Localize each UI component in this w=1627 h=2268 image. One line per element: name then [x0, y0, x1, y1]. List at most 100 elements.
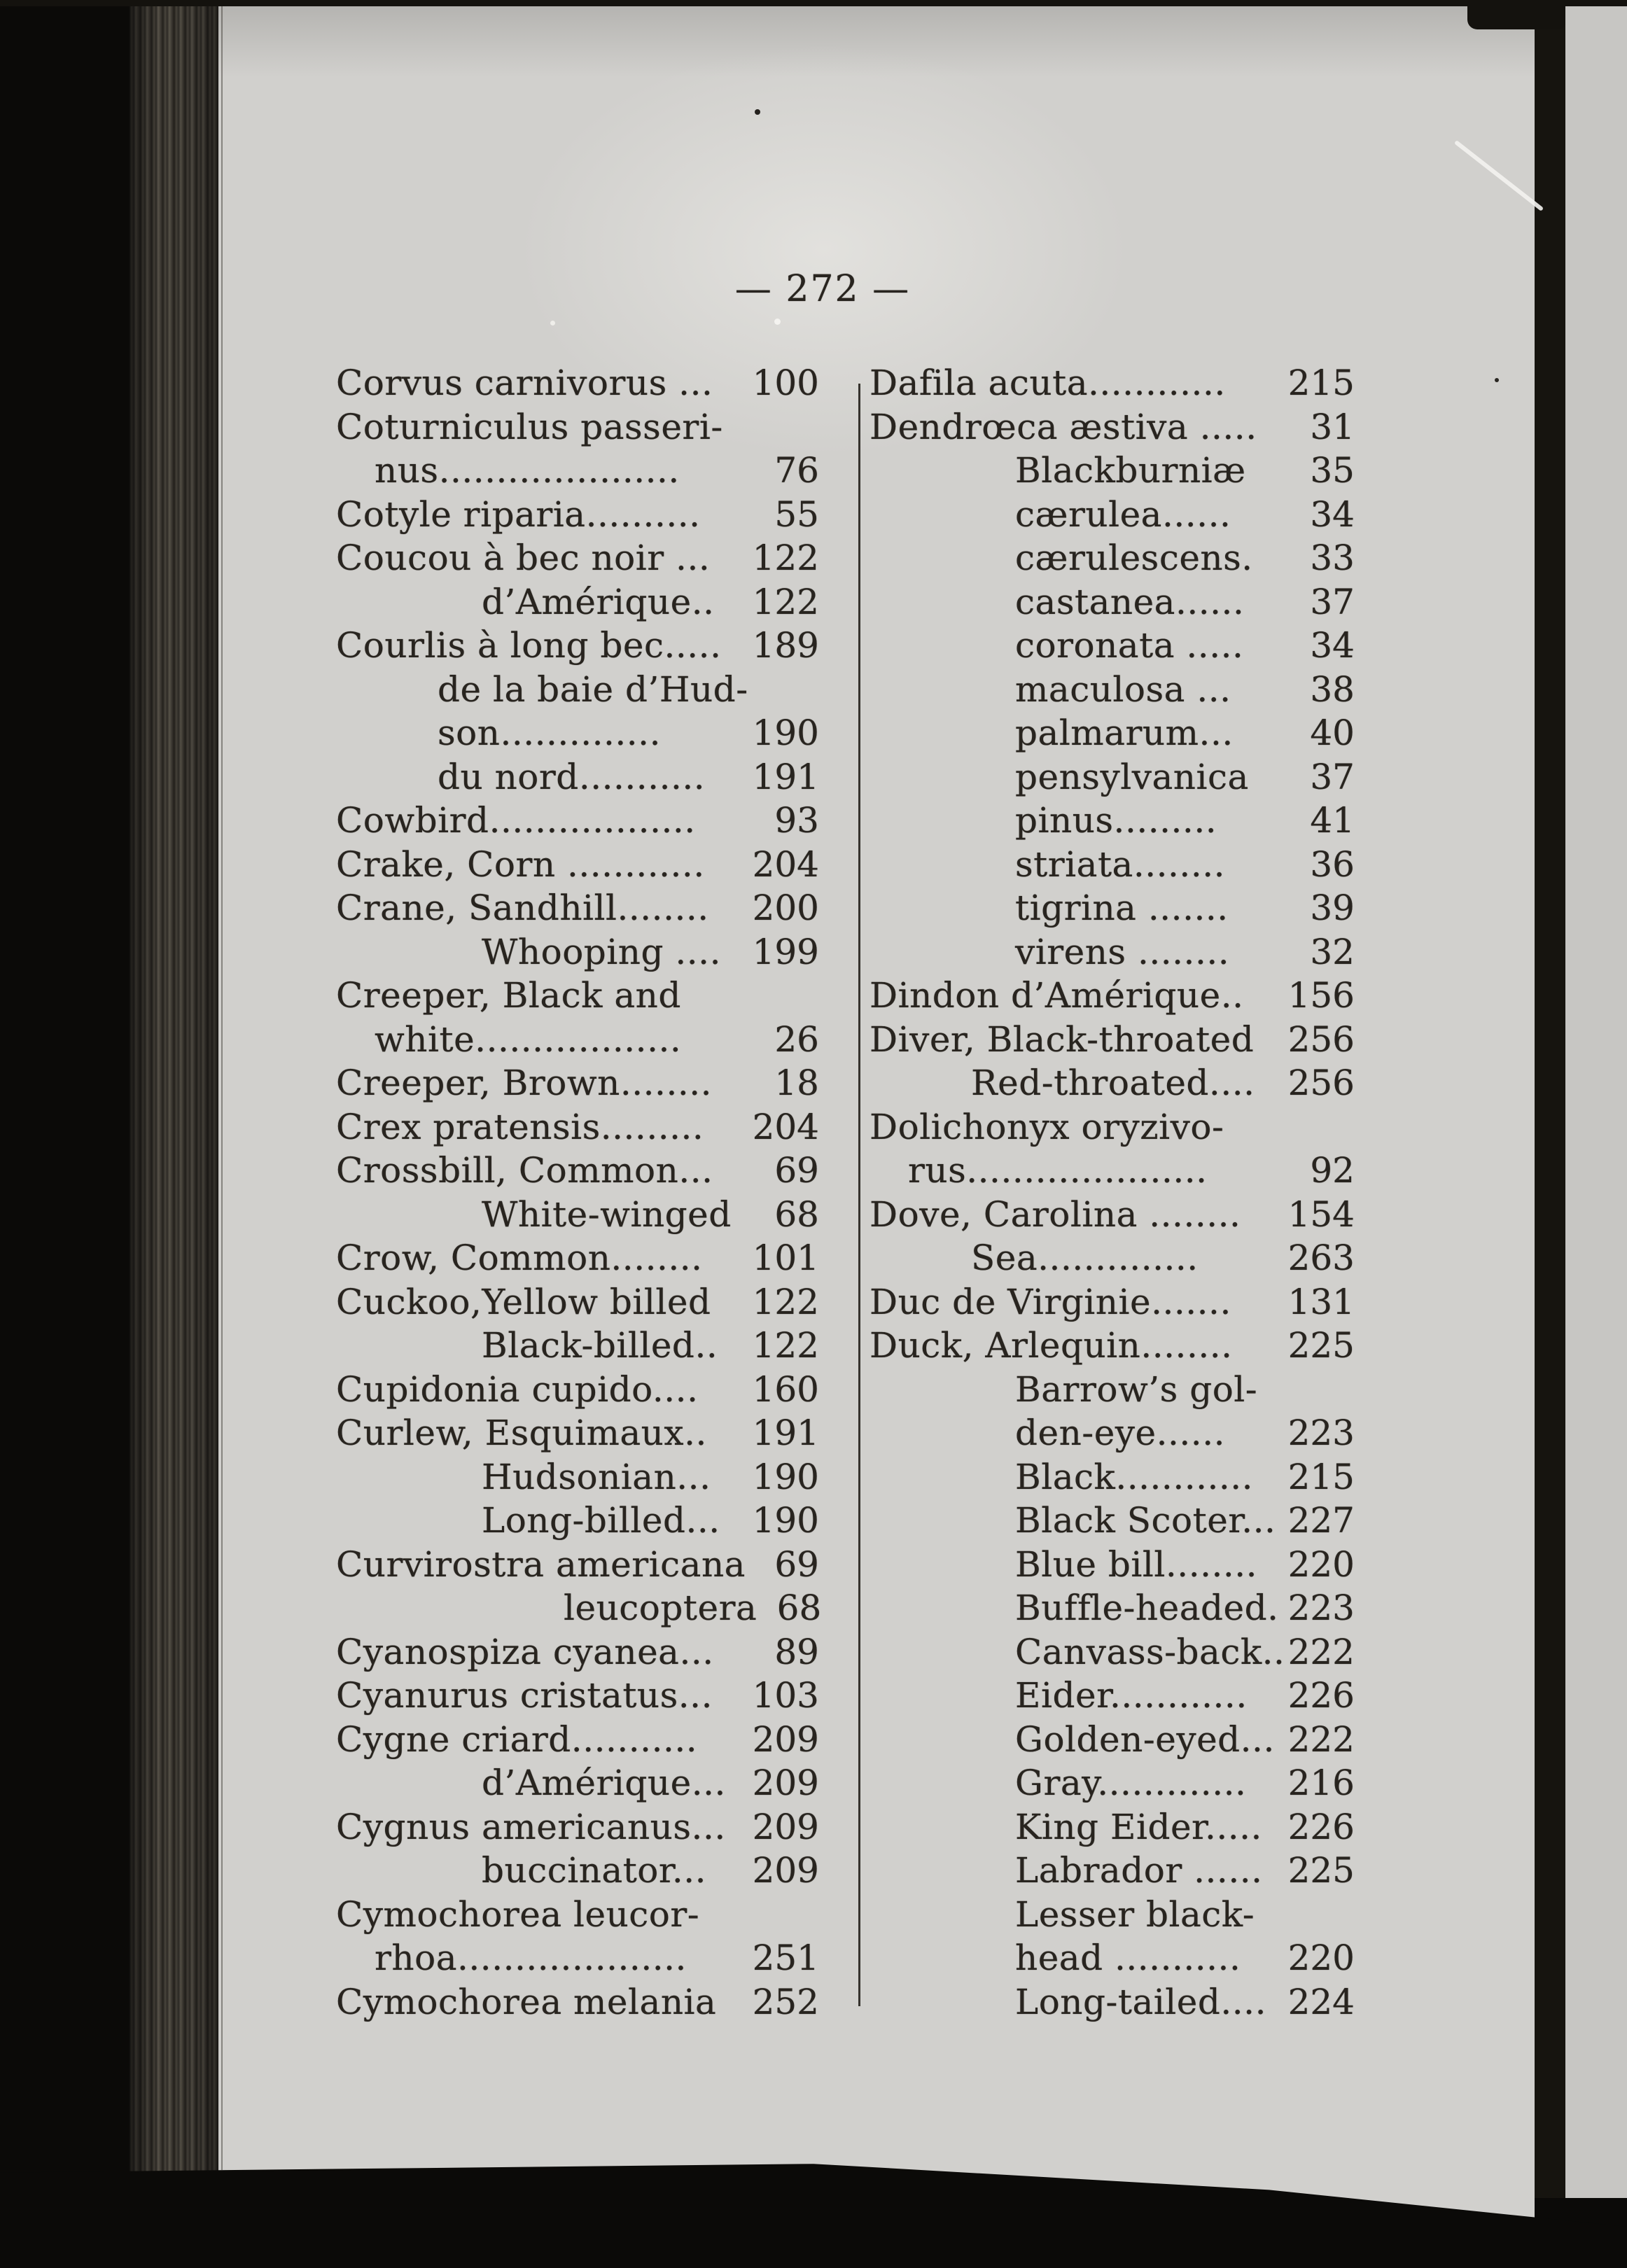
- entry-page-number: 209: [752, 1850, 819, 1891]
- entry-page-number: 200: [752, 888, 819, 928]
- entry-text: Crane, Sandhill........: [336, 888, 709, 928]
- entry-text: Crossbill, Common...: [336, 1150, 713, 1191]
- index-line: Long-tailed.... 224: [870, 1982, 1355, 2026]
- entry-text: Labrador ......: [1015, 1850, 1263, 1891]
- index-line: Dolichonyx oryzivo-: [870, 1107, 1355, 1151]
- entry-page-number: 37: [1310, 756, 1355, 797]
- entry-text: du nord...........: [438, 756, 706, 797]
- index-line: du nord........... 191: [336, 757, 819, 801]
- index-line: Lesser black-: [870, 1894, 1355, 1938]
- index-line: leucoptera 68: [336, 1588, 821, 1632]
- index-line: Sea.............. 263: [870, 1238, 1355, 1282]
- index-columns: Corvus carnivorus ... 100 Coturniculus pas…: [336, 363, 1355, 2025]
- entry-page-number: 55: [774, 493, 819, 535]
- entry-page-number: 222: [1287, 1631, 1355, 1672]
- entry-page-number: 156: [1287, 975, 1355, 1016]
- paper-page: [218, 0, 1535, 2268]
- adjacent-page-edge: [1565, 0, 1627, 2198]
- entry-page-number: 225: [1287, 1850, 1355, 1891]
- entry-text: son..............: [438, 713, 661, 753]
- entry-page-number: 204: [752, 1106, 819, 1147]
- index-line: Blue bill........ 220: [870, 1544, 1355, 1588]
- index-line: Crane, Sandhill........ 200: [336, 888, 819, 932]
- index-line: Dove, Carolina ........ 154: [870, 1194, 1355, 1238]
- index-line: Cotyle riparia.......... 55: [336, 494, 819, 538]
- index-line: de la baie d’Hud-: [336, 669, 819, 713]
- entry-text: Crex pratensis.........: [336, 1106, 704, 1147]
- entry-page-number: 226: [1287, 1806, 1355, 1847]
- entry-text: Cupidonia cupido....: [336, 1368, 699, 1410]
- entry-page-number: 39: [1310, 888, 1355, 928]
- index-line: Cygne criard........... 209: [336, 1719, 819, 1763]
- entry-text: Sea..............: [971, 1238, 1199, 1278]
- index-line: buccinator... 209: [336, 1850, 819, 1894]
- entry-page-number: 220: [1287, 1544, 1355, 1585]
- entry-page-number: 191: [752, 1413, 819, 1453]
- entry-text: Dindon d’Amérique..: [870, 975, 1244, 1016]
- index-line: Dafila acuta............ 215: [870, 363, 1355, 407]
- page-left-crease: [221, 0, 223, 2170]
- entry-page-number: 204: [752, 844, 819, 885]
- entry-page-number: 93: [774, 800, 819, 841]
- index-line: Whooping .... 199: [336, 932, 819, 976]
- index-line: Labrador ...... 225: [870, 1850, 1355, 1894]
- entry-page-number: 263: [1287, 1238, 1355, 1278]
- page-number-header: — 272 —: [734, 268, 911, 310]
- entry-page-number: 89: [774, 1631, 819, 1672]
- index-line: Cymochorea melania 252: [336, 1982, 819, 2026]
- entry-page-number: 38: [1310, 668, 1355, 710]
- entry-page-number: 122: [752, 538, 819, 578]
- index-line: rhoa.................... 251: [336, 1938, 819, 1982]
- entry-text: Creeper, Black and: [336, 975, 681, 1016]
- index-line: Coturniculus passeri-: [336, 407, 819, 451]
- entry-page-number: 199: [752, 931, 819, 972]
- index-line: striata........ 36: [870, 844, 1355, 888]
- index-line: pinus......... 41: [870, 800, 1355, 844]
- entry-text: white..................: [375, 1018, 682, 1060]
- index-line: Crow, Common........ 101: [336, 1238, 819, 1282]
- entry-page-number: 223: [1287, 1588, 1355, 1628]
- entry-page-number: 31: [1310, 406, 1355, 447]
- entry-page-number: 209: [752, 1763, 819, 1803]
- entry-text: cærulescens.: [1015, 538, 1253, 578]
- index-line: Coucou à bec noir ... 122: [336, 538, 819, 582]
- index-line: Crake, Corn ............ 204: [336, 844, 819, 888]
- entry-page-number: 191: [752, 756, 819, 797]
- entry-text: pinus.........: [1015, 800, 1217, 841]
- entry-text: Red-throated....: [971, 1063, 1255, 1103]
- entry-text: rhoa....................: [375, 1938, 687, 1978]
- entry-text: Creeper, Brown........: [336, 1063, 713, 1103]
- entry-text: virens ........: [1015, 931, 1230, 972]
- entry-page-number: 122: [752, 1281, 819, 1322]
- index-line: Cowbird.................. 93: [336, 800, 819, 844]
- index-line: Duck, Arlequin........ 225: [870, 1325, 1355, 1369]
- index-line: Curvirostra americana 69: [336, 1544, 819, 1588]
- entry-text: Crake, Corn ............: [336, 844, 705, 885]
- entry-text: King Eider.....: [1015, 1806, 1262, 1847]
- entry-page-number: 190: [752, 713, 819, 753]
- column-divider-rule: [858, 384, 860, 2006]
- entry-page-number: 103: [752, 1675, 819, 1716]
- entry-page-number: 227: [1287, 1500, 1355, 1541]
- binding-shadow-band: [1535, 0, 1565, 2198]
- entry-text: de la baie d’Hud-: [438, 668, 748, 710]
- entry-text: Dolichonyx oryzivo-: [870, 1106, 1224, 1147]
- entry-text: Dendrœca æstiva .....: [870, 406, 1257, 447]
- index-line: Dindon d’Amérique.. 156: [870, 975, 1355, 1019]
- entry-text: d’Amérique..: [482, 581, 715, 622]
- index-line: Golden-eyed... 222: [870, 1719, 1355, 1763]
- scan-speck: [1495, 378, 1499, 382]
- entry-page-number: 154: [1287, 1194, 1355, 1235]
- entry-text: Cyanospiza cyanea...: [336, 1631, 714, 1672]
- entry-page-number: 215: [1287, 363, 1355, 403]
- entry-page-number: 225: [1287, 1325, 1355, 1366]
- entry-page-number: 209: [752, 1806, 819, 1847]
- index-line: white.................. 26: [336, 1019, 819, 1063]
- entry-text: Blackburniæ: [1015, 450, 1246, 491]
- index-line: d’Amérique... 209: [336, 1763, 819, 1807]
- entry-page-number: 131: [1287, 1281, 1355, 1322]
- entry-page-number: 36: [1310, 844, 1355, 885]
- index-line: tigrina ....... 39: [870, 888, 1355, 932]
- entry-page-number: 216: [1287, 1763, 1355, 1803]
- index-line: Diver, Black-throated 256: [870, 1019, 1355, 1063]
